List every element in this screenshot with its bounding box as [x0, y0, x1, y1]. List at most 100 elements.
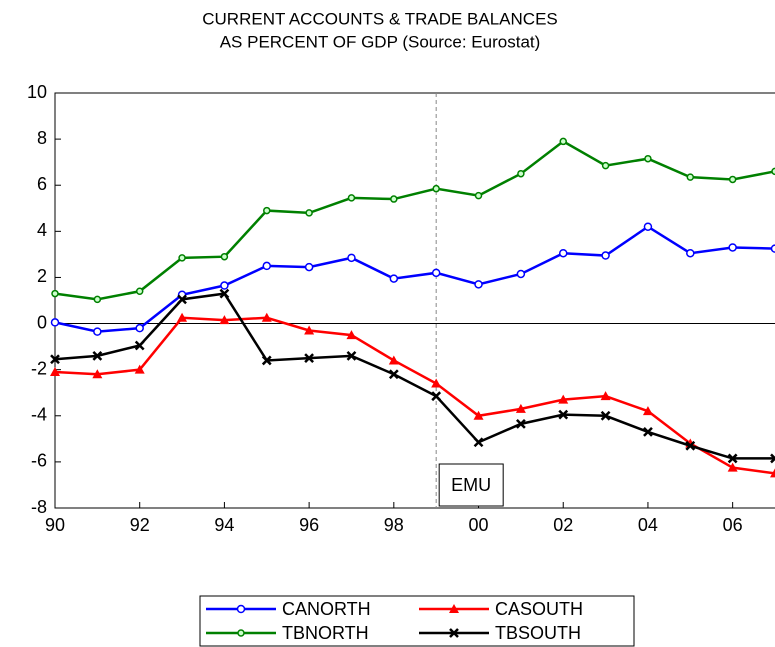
x-tick-label: 90 — [45, 515, 65, 535]
x-tick-label: 94 — [214, 515, 234, 535]
y-tick-label: -6 — [31, 451, 47, 471]
x-tick-label: 00 — [469, 515, 489, 535]
annotation-text: EMU — [451, 475, 491, 495]
legend-label: TBNORTH — [282, 623, 369, 643]
marker — [346, 350, 357, 361]
marker — [305, 209, 313, 217]
marker — [432, 184, 440, 193]
marker — [219, 288, 230, 299]
marker — [93, 295, 102, 304]
marker — [177, 294, 187, 305]
marker — [686, 248, 695, 258]
marker — [50, 366, 60, 376]
y-tick-label: -2 — [31, 358, 47, 378]
legend-label: TBSOUTH — [495, 623, 581, 643]
marker — [431, 378, 442, 388]
marker — [304, 262, 314, 272]
marker — [51, 289, 59, 298]
x-tick-label: 98 — [384, 515, 404, 535]
marker — [727, 453, 738, 464]
marker — [515, 418, 526, 429]
marker — [643, 222, 653, 231]
chart-title: CURRENT ACCOUNTS & TRADE BALANCES — [202, 9, 558, 28]
marker — [601, 161, 610, 170]
marker — [261, 355, 272, 366]
marker — [347, 194, 356, 202]
marker — [220, 252, 229, 261]
marker — [93, 327, 102, 336]
marker — [431, 391, 442, 402]
marker — [262, 261, 272, 271]
marker — [220, 281, 229, 290]
marker — [558, 409, 569, 420]
legend-label: CASOUTH — [495, 599, 583, 619]
marker — [771, 167, 775, 176]
marker — [473, 410, 484, 420]
marker — [601, 251, 610, 260]
marker — [600, 391, 611, 401]
series-line — [54, 292, 775, 460]
marker — [304, 353, 315, 364]
x-tick-label: 96 — [299, 515, 319, 535]
legend-label: CANORTH — [282, 599, 371, 619]
marker — [516, 269, 526, 279]
marker — [770, 244, 775, 253]
marker — [390, 195, 398, 203]
marker — [685, 440, 696, 451]
marker — [92, 369, 103, 379]
marker — [770, 468, 775, 478]
marker — [135, 287, 144, 296]
y-tick-label: 6 — [37, 174, 47, 194]
series-line — [54, 139, 775, 301]
legend-box — [199, 595, 635, 647]
legend-marker — [237, 629, 245, 637]
y-tick-label: -4 — [31, 405, 47, 425]
x-tick-label: 92 — [130, 515, 150, 535]
x-tick-label: 02 — [553, 515, 573, 535]
marker — [135, 323, 144, 333]
marker — [474, 191, 483, 200]
marker — [263, 206, 271, 215]
marker — [347, 253, 356, 263]
y-tick-label: 8 — [37, 128, 47, 148]
y-tick-label: 0 — [37, 312, 47, 332]
marker — [346, 330, 357, 340]
marker — [50, 318, 60, 327]
plot-frame — [54, 92, 775, 509]
x-tick-label: 04 — [638, 515, 658, 535]
marker — [219, 315, 230, 325]
marker — [558, 394, 569, 404]
marker — [261, 312, 272, 322]
marker — [515, 403, 526, 413]
marker — [728, 175, 737, 184]
marker — [134, 364, 145, 374]
marker — [178, 254, 186, 262]
marker — [474, 280, 483, 289]
annotation-box — [438, 463, 504, 507]
y-tick-label: 10 — [27, 82, 47, 102]
y-tick-label: 4 — [37, 220, 47, 240]
y-tick-label: -8 — [31, 497, 47, 517]
chart-subtitle: AS PERCENT OF GDP (Source: Eurostat) — [220, 32, 541, 51]
series-line — [54, 316, 775, 475]
marker — [770, 453, 775, 464]
marker — [431, 268, 441, 278]
series-line — [54, 225, 775, 333]
marker — [304, 325, 315, 335]
marker — [92, 350, 103, 361]
marker — [388, 355, 399, 365]
marker — [600, 410, 611, 421]
y-tick-label: 2 — [37, 266, 47, 286]
marker — [134, 340, 145, 351]
marker — [388, 369, 399, 380]
legend-marker — [236, 604, 246, 614]
marker — [728, 243, 737, 252]
marker — [473, 437, 484, 448]
marker — [50, 354, 60, 365]
x-tick-label: 06 — [723, 515, 743, 535]
legend-marker — [449, 628, 459, 638]
marker — [389, 274, 399, 283]
marker — [642, 406, 653, 416]
marker — [686, 173, 695, 181]
